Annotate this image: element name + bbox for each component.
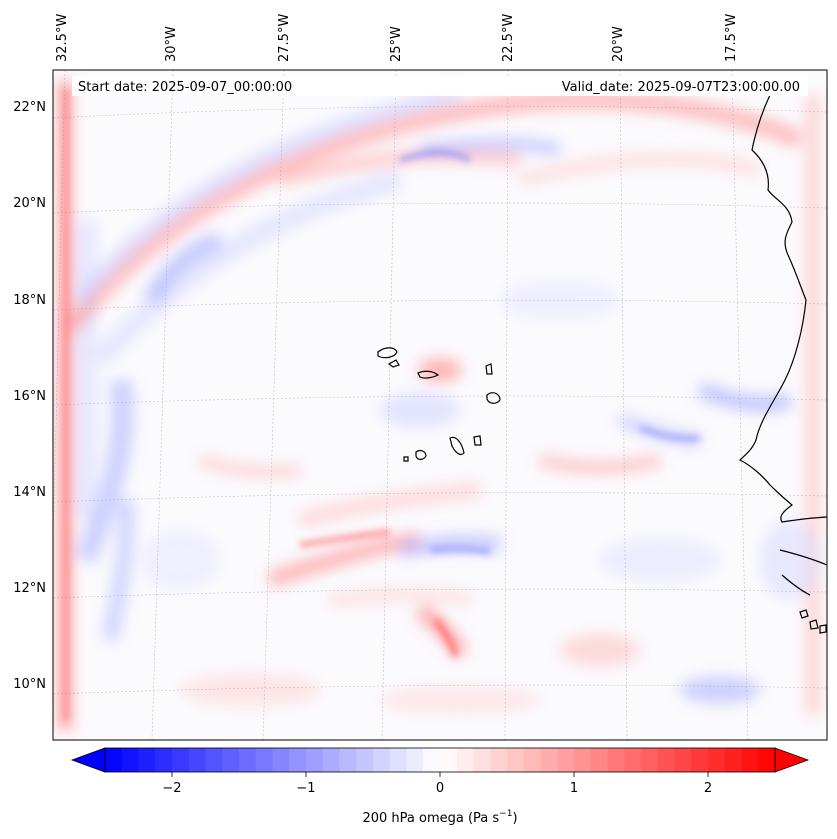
colorbar-step <box>172 748 190 772</box>
colorbar-step <box>574 748 592 772</box>
colorbar-step <box>356 748 374 772</box>
omega-field <box>58 80 820 730</box>
island-sal <box>485 363 493 375</box>
colorbar: −2 −1 0 1 2 200 hPa omega (Pa s−1) <box>70 747 810 826</box>
colorbar-step <box>523 748 542 772</box>
island-fogo <box>415 450 427 460</box>
map-frame <box>52 69 828 741</box>
island-santo-antao <box>377 347 398 359</box>
colorbar-step <box>205 748 223 772</box>
island-boa-vista <box>486 392 501 404</box>
colorbar-step <box>155 748 173 772</box>
lon-label-25w: 25°W <box>389 26 404 62</box>
longitude-axis: 32.5°W 30°W 27.5°W 25°W 22.5°W 20°W 17.5… <box>55 14 739 62</box>
colorbar-extend-max <box>774 747 810 773</box>
colorbar-step <box>473 748 491 772</box>
lon-label-17-5w: 17.5°W <box>724 14 739 62</box>
colorbar-step <box>540 748 558 772</box>
latitude-axis: 22°N 20°N 18°N 16°N 14°N 12°N 10°N <box>13 100 46 692</box>
omega-field-detail <box>63 90 701 720</box>
valid-date-label: Valid_date: 2025-09-07T23:00:00.00 <box>562 80 800 95</box>
africa-coastline <box>738 94 827 596</box>
lat-label-18n: 18°N <box>13 293 46 308</box>
colorbar-step <box>188 748 207 772</box>
island-maio <box>473 435 482 446</box>
colorbar-step <box>373 748 391 772</box>
colorbar-step <box>255 748 274 772</box>
colorbar-step <box>339 748 357 772</box>
colorbar-step <box>741 748 759 772</box>
colorbar-step <box>607 748 625 772</box>
lat-label-20n: 20°N <box>13 196 46 211</box>
island-santiago <box>449 436 465 456</box>
colorbar-tick-label-0: 0 <box>436 781 444 796</box>
colorbar-steps <box>105 748 776 772</box>
header-info: Start date: 2025-09-07_00:00:00 Valid_da… <box>72 76 808 96</box>
colorbar-step <box>272 748 290 772</box>
colorbar-tick-label-2: 2 <box>704 781 712 796</box>
lon-label-20w: 20°W <box>611 26 626 62</box>
bijagos-islands <box>799 609 827 634</box>
island-sao-nicolau <box>417 370 440 379</box>
colorbar-step <box>641 748 659 772</box>
colorbar-step <box>222 748 240 772</box>
colorbar-step <box>389 748 408 772</box>
lat-label-16n: 16°N <box>13 389 46 404</box>
colorbar-tick-label-1: 1 <box>570 781 578 796</box>
lat-label-10n: 10°N <box>13 677 46 692</box>
colorbar-step <box>674 748 692 772</box>
colorbar-step <box>440 748 458 772</box>
colorbar-tick-label-minus1: −1 <box>296 781 315 796</box>
colorbar-step <box>708 748 726 772</box>
colorbar-step <box>456 748 475 772</box>
colorbar-step <box>624 748 642 772</box>
colorbar-step <box>724 748 743 772</box>
colorbar-step <box>691 748 709 772</box>
colorbar-step <box>406 748 424 772</box>
colorbar-step <box>105 748 123 772</box>
map-panel: Start date: 2025-09-07_00:00:00 Valid_da… <box>52 69 828 741</box>
lon-label-30w: 30°W <box>164 26 179 62</box>
colorbar-step <box>121 748 140 772</box>
colorbar-ticks <box>171 772 709 777</box>
lon-label-22-5w: 22.5°W <box>501 14 516 62</box>
colorbar-step <box>322 748 341 772</box>
colorbar-step <box>758 748 776 772</box>
colorbar-step <box>557 748 575 772</box>
colorbar-step <box>590 748 609 772</box>
lat-label-22n: 22°N <box>13 100 46 115</box>
colorbar-step <box>138 748 156 772</box>
lat-label-12n: 12°N <box>13 581 46 596</box>
colorbar-step <box>306 748 324 772</box>
colorbar-step <box>490 748 508 772</box>
colorbar-extend-min <box>70 747 106 773</box>
island-sao-vicente <box>387 359 400 368</box>
colorbar-step <box>289 748 307 772</box>
lon-label-32-5w: 32.5°W <box>55 14 70 62</box>
colorbar-tick-label-minus2: −2 <box>162 781 181 796</box>
lat-label-14n: 14°N <box>13 485 46 500</box>
lon-label-27-5w: 27.5°W <box>277 14 292 62</box>
colorbar-step <box>239 748 257 772</box>
colorbar-step <box>423 748 441 772</box>
colorbar-label: 200 hPa omega (Pa s−1) <box>362 809 517 826</box>
colorbar-step <box>507 748 525 772</box>
island-brava <box>403 456 409 462</box>
colorbar-step <box>657 748 676 772</box>
start-date-label: Start date: 2025-09-07_00:00:00 <box>78 80 292 95</box>
coastlines <box>377 94 827 634</box>
